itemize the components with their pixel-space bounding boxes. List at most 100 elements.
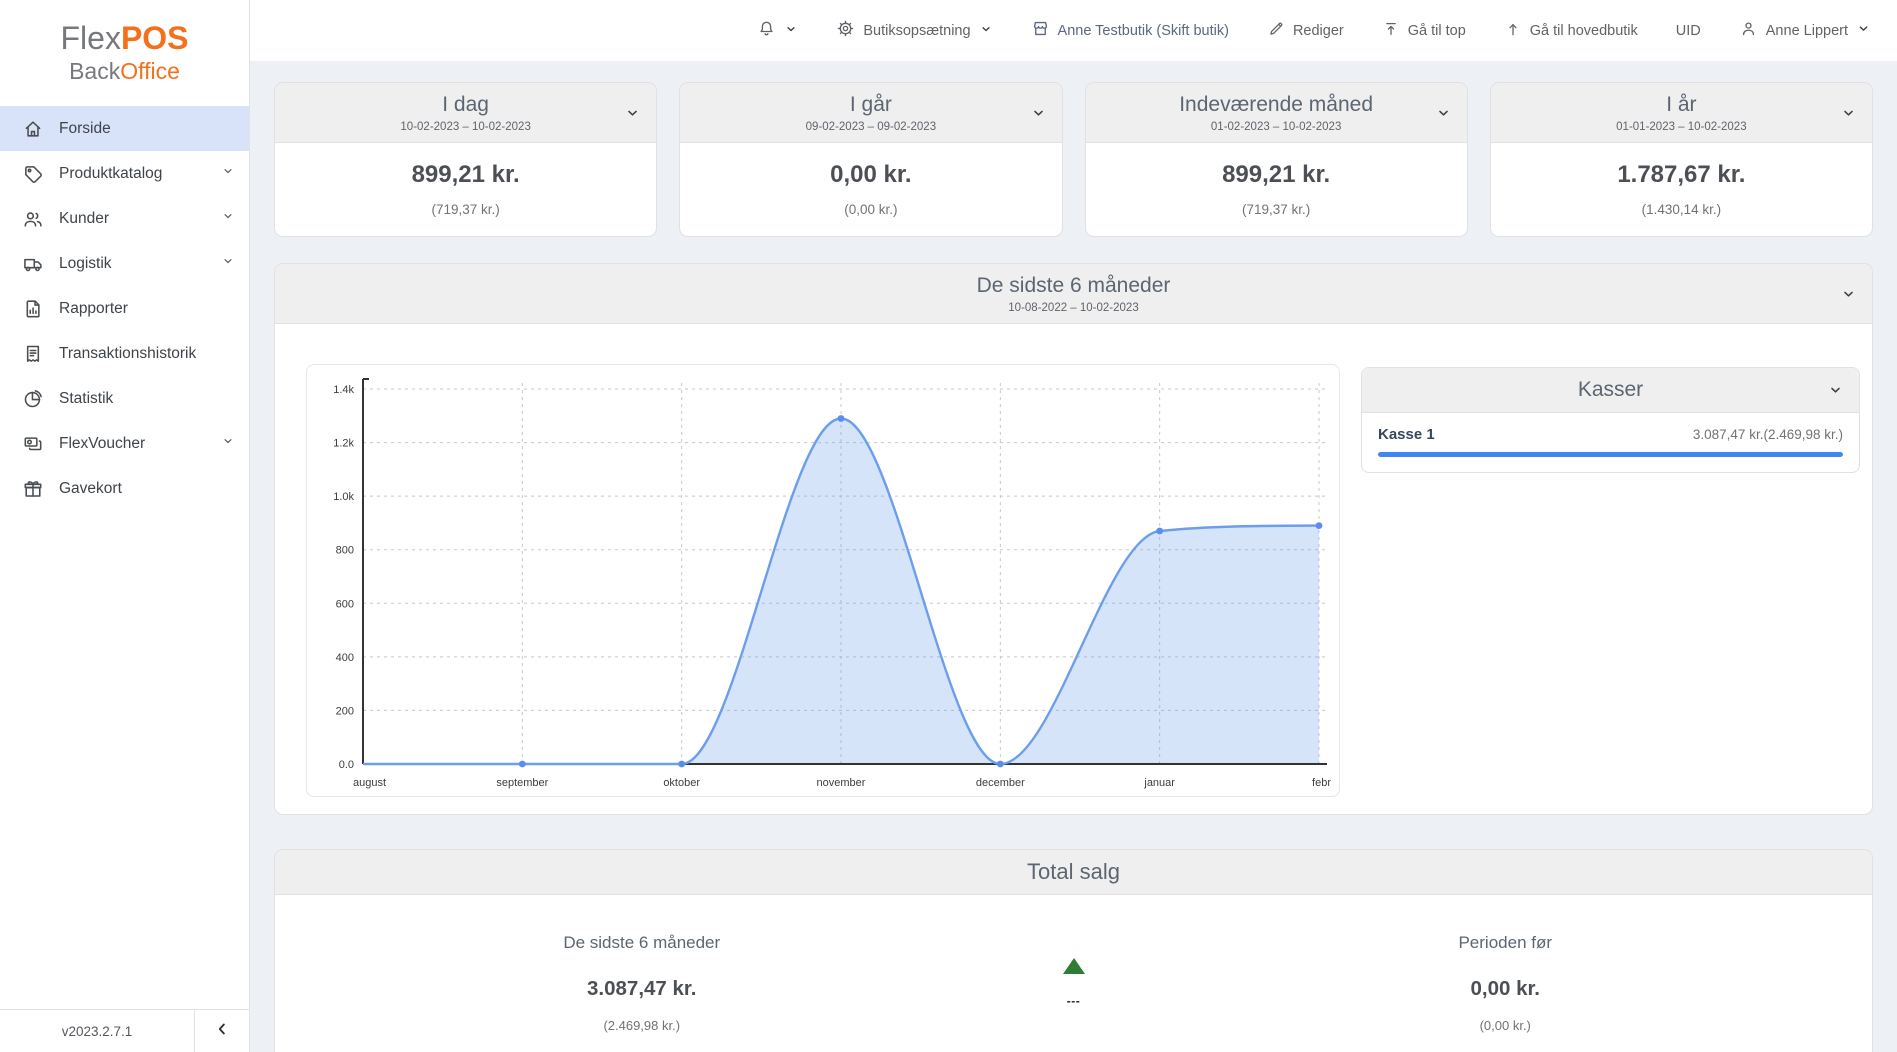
uid-button[interactable]: UID bbox=[1676, 23, 1701, 39]
kasse-name: Kasse 1 bbox=[1378, 426, 1435, 443]
sidebar-item-gavekort[interactable]: Gavekort bbox=[0, 466, 249, 511]
voucher-icon bbox=[22, 433, 44, 455]
stat-card-value: 899,21 kr. bbox=[1086, 161, 1467, 189]
svg-text:0.0: 0.0 bbox=[339, 759, 354, 771]
sidebar-item-label: FlexVoucher bbox=[59, 435, 206, 453]
user-icon bbox=[1739, 19, 1758, 42]
chevron-down-icon bbox=[221, 254, 235, 273]
svg-text:1.4k: 1.4k bbox=[333, 384, 354, 396]
sidebar-item-statistik[interactable]: Statistik bbox=[0, 376, 249, 421]
kasser-header: Kasser bbox=[1362, 368, 1859, 413]
sidebar-item-forside[interactable]: Forside bbox=[0, 106, 249, 151]
kasse-row-labels: Kasse 1 3.087,47 kr.(2.469,98 kr.) bbox=[1378, 426, 1843, 443]
sidebar-collapse-button[interactable] bbox=[194, 1010, 249, 1052]
user-menu[interactable]: Anne Lippert bbox=[1739, 19, 1871, 42]
report-icon bbox=[22, 298, 44, 320]
sidebar: FlexPOS BackOffice Forside Produktkatalo… bbox=[0, 0, 250, 1052]
sidebar-item-transaktionshistorik[interactable]: Transaktionshistorik bbox=[0, 331, 249, 376]
stat-card-header: Indeværende måned 01-02-2023 – 10-02-202… bbox=[1086, 83, 1467, 143]
pie-chart-icon bbox=[22, 388, 44, 410]
gift-icon bbox=[22, 478, 44, 500]
stat-card-i-ar: I år 01-01-2023 – 10-02-2023 1.787,67 kr… bbox=[1490, 82, 1873, 237]
period-dropdown-chevron[interactable] bbox=[1435, 104, 1452, 121]
period-dropdown-chevron[interactable] bbox=[624, 104, 641, 121]
svg-text:december: december bbox=[976, 777, 1025, 789]
chevron-down-icon bbox=[1856, 21, 1871, 40]
chart-card-date-range: 10-08-2022 – 10-02-2023 bbox=[319, 302, 1828, 314]
period-dropdown-chevron[interactable] bbox=[1840, 104, 1857, 121]
receipt-icon bbox=[22, 343, 44, 365]
stat-card-i-gar: I går 09-02-2023 – 09-02-2023 0,00 kr. (… bbox=[679, 82, 1062, 237]
tag-icon bbox=[22, 163, 44, 185]
total-current-period: De sidste 6 måneder 3.087,47 kr. (2.469,… bbox=[275, 933, 1009, 1033]
sidebar-item-label: Forside bbox=[59, 120, 235, 138]
stat-card-date-range: 09-02-2023 – 09-02-2023 bbox=[724, 121, 1017, 133]
current-store-label: Anne Testbutik (Skift butik) bbox=[1058, 23, 1229, 39]
gear-icon bbox=[836, 19, 855, 42]
stat-card-title: Indeværende måned bbox=[1130, 93, 1423, 117]
total-current-label: De sidste 6 måneder bbox=[275, 933, 1009, 953]
sidebar-item-rapporter[interactable]: Rapporter bbox=[0, 286, 249, 331]
sidebar-item-kunder[interactable]: Kunder bbox=[0, 196, 249, 241]
stat-card-value: 0,00 kr. bbox=[680, 161, 1061, 189]
sidebar-item-label: Produktkatalog bbox=[59, 165, 206, 183]
chevron-down-icon bbox=[784, 22, 798, 40]
chevron-down-icon bbox=[221, 164, 235, 183]
sidebar-item-label: Logistik bbox=[59, 255, 206, 273]
total-salg-body: De sidste 6 måneder 3.087,47 kr. (2.469,… bbox=[275, 895, 1872, 1052]
svg-text:400: 400 bbox=[336, 652, 354, 664]
user-name-label: Anne Lippert bbox=[1766, 23, 1848, 39]
chevron-down-icon bbox=[221, 434, 235, 453]
total-current-subvalue: (2.469,98 kr.) bbox=[275, 1018, 1009, 1033]
svg-text:september: september bbox=[496, 777, 548, 789]
sidebar-nav: Forside Produktkatalog Kunder Logistik R… bbox=[0, 106, 249, 511]
chevron-down-icon bbox=[221, 209, 235, 228]
kasse-row[interactable]: Kasse 1 3.087,47 kr.(2.469,98 kr.) bbox=[1362, 413, 1859, 472]
sidebar-item-label: Transaktionshistorik bbox=[59, 345, 235, 363]
current-store-button[interactable]: Anne Testbutik (Skift butik) bbox=[1031, 19, 1229, 42]
ga-til-top-button[interactable]: Gå til top bbox=[1382, 20, 1466, 42]
stat-card-value: 899,21 kr. bbox=[275, 161, 656, 189]
arrow-up-icon bbox=[1504, 20, 1522, 42]
stat-card-body: 899,21 kr. (719,37 kr.) bbox=[1086, 143, 1467, 236]
svg-text:1.0k: 1.0k bbox=[333, 491, 354, 503]
svg-text:oktober: oktober bbox=[663, 777, 700, 789]
notifications-button[interactable] bbox=[757, 19, 798, 42]
sidebar-item-flexvoucher[interactable]: FlexVoucher bbox=[0, 421, 249, 466]
total-salg-title: Total salg bbox=[275, 850, 1872, 895]
butiksopsaetning-label: Butiksopsætning bbox=[863, 23, 970, 39]
main-area: Butiksopsætning Anne Testbutik (Skift bu… bbox=[250, 0, 1897, 1052]
period-dropdown-chevron[interactable] bbox=[1030, 104, 1047, 121]
kasser-panel: Kasser Kasse 1 3.087,47 kr.(2.469,98 kr.… bbox=[1361, 367, 1860, 473]
chart-card-title: De sidste 6 måneder bbox=[319, 274, 1828, 298]
topbar: Butiksopsætning Anne Testbutik (Skift bu… bbox=[250, 0, 1897, 61]
ga-til-hovedbutik-label: Gå til hovedbutik bbox=[1530, 23, 1638, 39]
stat-card-header: I går 09-02-2023 – 09-02-2023 bbox=[680, 83, 1061, 143]
pencil-icon bbox=[1267, 20, 1285, 42]
kasser-collapse-chevron[interactable] bbox=[1827, 382, 1844, 399]
chevron-down-icon bbox=[979, 22, 993, 40]
stat-card-i-dag: I dag 10-02-2023 – 10-02-2023 899,21 kr.… bbox=[274, 82, 657, 237]
svg-text:november: november bbox=[817, 777, 866, 789]
rediger-button[interactable]: Rediger bbox=[1267, 20, 1344, 42]
customers-icon bbox=[22, 208, 44, 230]
chart-collapse-chevron[interactable] bbox=[1840, 285, 1857, 302]
sidebar-footer: v2023.2.7.1 bbox=[0, 1009, 249, 1052]
chart-card-body: 0.02004006008001.0k1.2k1.4kaugustseptemb… bbox=[275, 324, 1872, 814]
app-root: FlexPOS BackOffice Forside Produktkatalo… bbox=[0, 0, 1897, 1052]
ga-til-hovedbutik-button[interactable]: Gå til hovedbutik bbox=[1504, 20, 1638, 42]
sales-chart-card: De sidste 6 måneder 10-08-2022 – 10-02-2… bbox=[274, 263, 1873, 815]
stat-card-subvalue: (0,00 kr.) bbox=[680, 202, 1061, 217]
sidebar-item-label: Rapporter bbox=[59, 300, 235, 318]
chevron-left-icon bbox=[213, 1020, 231, 1043]
store-icon bbox=[1031, 19, 1050, 42]
stat-cards-row: I dag 10-02-2023 – 10-02-2023 899,21 kr.… bbox=[274, 82, 1873, 237]
sidebar-item-produktkatalog[interactable]: Produktkatalog bbox=[0, 151, 249, 196]
uid-label: UID bbox=[1676, 23, 1701, 39]
total-previous-label: Perioden før bbox=[1139, 933, 1873, 953]
sidebar-item-logistik[interactable]: Logistik bbox=[0, 241, 249, 286]
trend-delta-label: --- bbox=[1067, 994, 1081, 1008]
home-icon bbox=[22, 118, 44, 140]
butiksopsaetning-menu[interactable]: Butiksopsætning bbox=[836, 19, 992, 42]
ga-til-top-label: Gå til top bbox=[1408, 23, 1466, 39]
